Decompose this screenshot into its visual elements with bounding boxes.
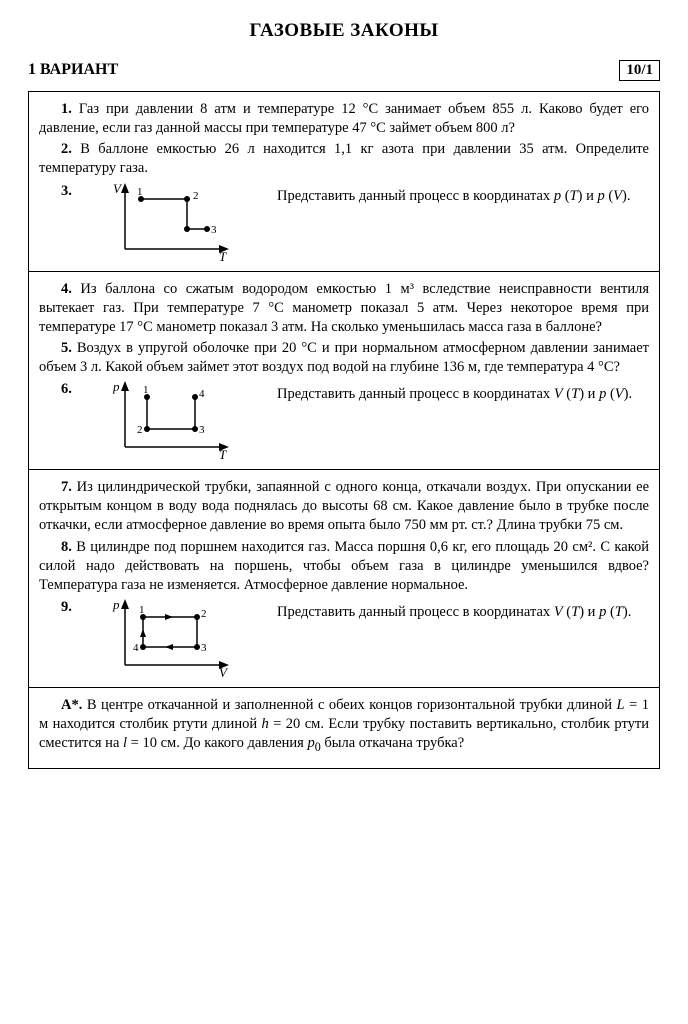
q5-num: 5.	[61, 340, 72, 356]
svg-text:2: 2	[201, 608, 207, 620]
q6-num: 6.	[39, 379, 89, 398]
question-8: 8. В цилиндре под поршнем находится газ.…	[39, 538, 649, 595]
q6-ylabel: p	[112, 379, 120, 394]
q9-ylabel: p	[112, 597, 120, 612]
q2-num: 2.	[61, 141, 72, 157]
q8-text: В цилиндре под поршнем находится газ. Ма…	[39, 539, 649, 593]
q9-num: 9.	[39, 597, 89, 616]
svg-text:4: 4	[199, 388, 205, 400]
variant-label: 1 ВАРИАНТ	[28, 61, 118, 79]
q7-num: 7.	[61, 479, 72, 495]
q3-ylabel: V	[113, 181, 123, 196]
q6-text: Представить данный процесс в координатах…	[255, 379, 649, 404]
block-2: 4. Из баллона со сжатым водородом емкост…	[29, 272, 659, 471]
q6-graph: p T 1 2 3 4	[107, 379, 237, 459]
qA-num: А*.	[61, 697, 82, 713]
question-7: 7. Из цилиндрической трубки, запаянной с…	[39, 478, 649, 535]
svg-text:1: 1	[143, 384, 149, 396]
q3-text: Представить данный процесс в координатах…	[255, 181, 649, 206]
q2-text: В баллоне емкостью 26 л находится 1,1 кг…	[39, 141, 649, 176]
q3-xlabel: T	[219, 249, 227, 261]
question-9-row: 9. p V 1 2	[39, 597, 649, 677]
question-2: 2. В баллоне емкостью 26 л находится 1,1…	[39, 140, 649, 178]
q1-num: 1.	[61, 101, 72, 117]
svg-text:4: 4	[133, 642, 139, 654]
q5-text: Воздух в упругой оболочке при 20 °С и пр…	[39, 340, 649, 375]
question-5: 5. Воздух в упругой оболочке при 20 °С и…	[39, 339, 649, 377]
block-1: 1. Газ при давлении 8 атм и температуре …	[29, 92, 659, 272]
question-4: 4. Из баллона со сжатым водородом емкост…	[39, 280, 649, 337]
q8-num: 8.	[61, 539, 72, 555]
q9-graph: p V 1 2 3 4	[107, 597, 237, 677]
q3-num: 3.	[39, 181, 89, 200]
q3-graph: V T 1 2 3	[107, 181, 237, 261]
question-A: А*. В центре откачанной и заполненной с …	[39, 696, 649, 756]
page-badge: 10/1	[619, 60, 660, 81]
svg-text:2: 2	[193, 190, 199, 202]
svg-text:3: 3	[201, 642, 207, 654]
svg-text:3: 3	[211, 224, 217, 236]
question-6-row: 6. p T 1 2 3 4	[39, 379, 649, 459]
svg-text:1: 1	[137, 186, 143, 198]
block-4: А*. В центре откачанной и заполненной с …	[29, 688, 659, 768]
page-title: ГАЗОВЫЕ ЗАКОНЫ	[28, 20, 660, 42]
q6-xlabel: T	[219, 447, 227, 459]
q4-num: 4.	[61, 281, 72, 297]
header-row: 1 ВАРИАНТ 10/1	[28, 60, 660, 81]
block-3: 7. Из цилиндрической трубки, запаянной с…	[29, 470, 659, 688]
question-1: 1. Газ при давлении 8 атм и температуре …	[39, 100, 649, 138]
q1-text: Газ при давлении 8 атм и температуре 12 …	[39, 101, 649, 136]
q4-text: Из баллона со сжатым водородом емкостью …	[39, 281, 649, 335]
q9-xlabel: V	[219, 665, 229, 677]
q7-text: Из цилиндрической трубки, запаянной с од…	[39, 479, 649, 533]
q9-text: Представить данный процесс в координатах…	[255, 597, 649, 622]
svg-text:1: 1	[139, 604, 145, 616]
content-frame: 1. Газ при давлении 8 атм и температуре …	[28, 91, 660, 769]
svg-text:3: 3	[199, 424, 205, 436]
question-3-row: 3. V T 1 2 3 Представит	[39, 181, 649, 261]
svg-text:2: 2	[137, 424, 143, 436]
